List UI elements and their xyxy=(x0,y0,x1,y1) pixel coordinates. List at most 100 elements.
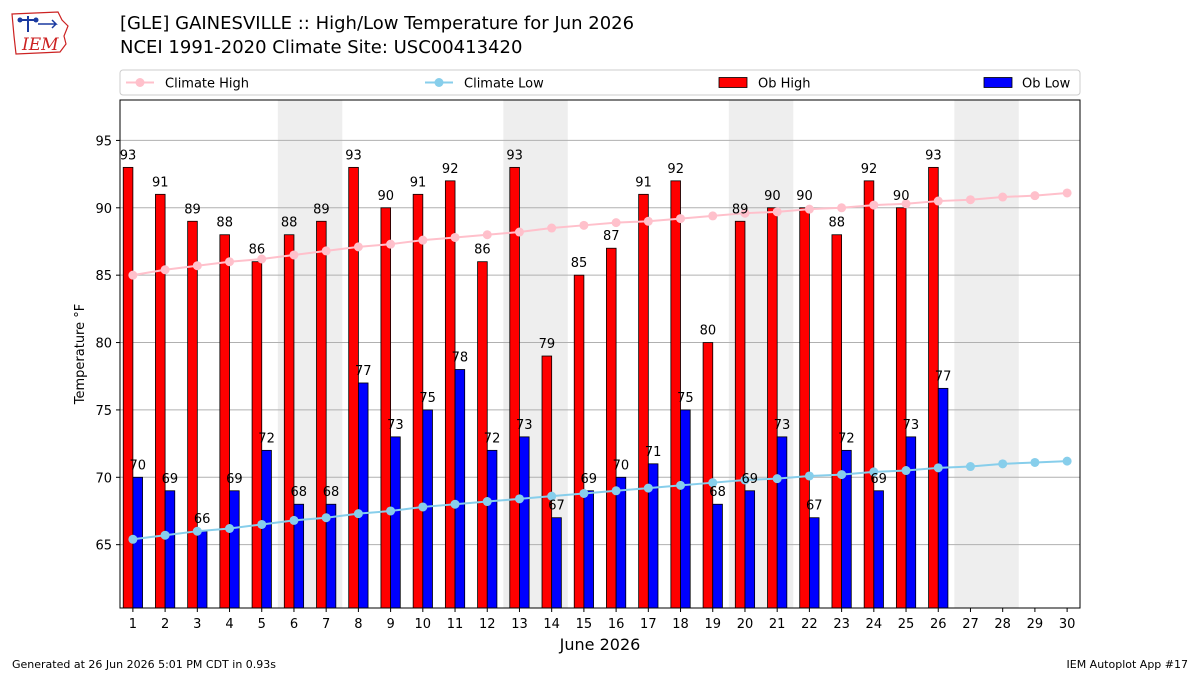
ob-low-label: 69 xyxy=(870,472,887,487)
climate-low-point xyxy=(869,467,879,477)
ob-high-label: 89 xyxy=(313,202,330,217)
climate-low-line xyxy=(132,460,1068,541)
ob-high-label: 91 xyxy=(410,175,427,190)
ob-high-label: 92 xyxy=(861,162,878,177)
legend-climate-low-marker xyxy=(434,78,444,87)
ob-high-bar xyxy=(638,193,649,609)
ob-high-bar xyxy=(541,355,553,609)
ob-low-bar xyxy=(776,436,788,609)
x-tick-label: 7 xyxy=(322,617,330,632)
ob-high-label: 93 xyxy=(925,148,942,163)
generated-timestamp: Generated at 26 Jun 2026 5:01 PM CDT in … xyxy=(12,658,277,671)
ob-high-label: 86 xyxy=(474,243,491,258)
climate-low-point xyxy=(772,474,782,484)
ob-low-label: 67 xyxy=(548,499,565,514)
x-tick-label: 2 xyxy=(161,617,169,632)
ob-low-bar xyxy=(905,436,917,609)
ob-low-label: 69 xyxy=(742,472,759,487)
climate-low-point xyxy=(965,462,975,472)
plot-frame xyxy=(119,99,1081,609)
y-tick-label: 70 xyxy=(95,471,112,486)
climate-high-point xyxy=(1062,188,1072,198)
ob-low-label: 70 xyxy=(129,458,146,473)
weekend-shade xyxy=(954,100,1019,608)
iowa-outline xyxy=(11,11,69,55)
x-tick-label: 15 xyxy=(576,617,593,632)
climate-low-point xyxy=(289,515,299,525)
climate-high-point xyxy=(708,211,718,221)
climate-high-point xyxy=(450,232,460,242)
ob-high-label: 85 xyxy=(571,256,588,271)
ob-low-bar xyxy=(519,436,530,609)
legend-ob-low-swatch xyxy=(983,77,1013,88)
ob-high-label: 80 xyxy=(700,324,717,339)
ob-high-bar xyxy=(831,234,843,609)
climate-high-point xyxy=(257,254,267,264)
x-tick-label: 19 xyxy=(704,617,721,632)
climate-low-point xyxy=(837,470,847,480)
climate-low-point xyxy=(1030,457,1040,467)
climate-high-point xyxy=(482,230,492,240)
ob-high-bar xyxy=(348,166,359,609)
ob-high-bar xyxy=(380,207,392,609)
x-tick-label: 18 xyxy=(672,617,689,632)
climate-high-point xyxy=(321,246,331,256)
climate-low-point xyxy=(1062,456,1072,466)
climate-low-point xyxy=(418,502,428,512)
legend-ob-high-swatch xyxy=(718,77,748,88)
ob-low-label: 67 xyxy=(806,499,823,514)
x-tick-label: 6 xyxy=(290,617,298,632)
climate-high-point xyxy=(611,218,621,228)
ob-low-bar xyxy=(615,476,627,609)
ob-high-bar xyxy=(155,193,166,609)
climate-high-point xyxy=(772,207,782,217)
climate-high-point xyxy=(128,270,138,280)
climate-low-point xyxy=(257,519,267,529)
ob-low-label: 71 xyxy=(645,445,662,460)
ob-high-label: 87 xyxy=(603,229,620,244)
x-tick-label: 17 xyxy=(640,617,657,632)
climate-low-point xyxy=(740,475,750,485)
climate-high-point xyxy=(965,195,975,205)
x-tick-label: 25 xyxy=(898,617,915,632)
climate-high-point xyxy=(643,216,653,226)
climate-low-point xyxy=(547,491,557,501)
ob-high-bar xyxy=(187,220,198,609)
ob-low-label: 73 xyxy=(516,418,533,433)
ob-low-label: 72 xyxy=(838,431,855,446)
x-tick-label: 1 xyxy=(129,617,137,632)
ob-low-label: 78 xyxy=(452,350,469,365)
legend-climate-high-label: Climate High xyxy=(165,77,249,92)
ob-low-bar xyxy=(229,490,240,609)
ob-low-bar xyxy=(454,369,466,609)
chart-title: [GLE] GAINESVILLE :: High/Low Temperatur… xyxy=(120,13,635,34)
legend-climate-high-marker xyxy=(135,78,145,87)
ob-low-bar xyxy=(712,503,723,609)
ob-high-label: 93 xyxy=(120,148,137,163)
climate-low-point xyxy=(514,494,524,504)
x-tick-label: 14 xyxy=(543,617,560,632)
ob-low-label: 68 xyxy=(323,485,340,500)
ob-high-bar xyxy=(219,234,230,609)
climate-high-point xyxy=(289,250,299,260)
ob-high-label: 90 xyxy=(796,189,813,204)
ob-high-bar xyxy=(573,274,585,609)
climate-high-point xyxy=(514,227,524,237)
climate-high-point xyxy=(901,199,911,209)
climate-low-point xyxy=(192,526,202,536)
x-tick-label: 24 xyxy=(866,617,883,632)
ob-high-label: 92 xyxy=(667,162,684,177)
climate-high-point xyxy=(160,265,170,275)
x-tick-label: 27 xyxy=(962,617,979,632)
ob-high-label: 90 xyxy=(893,189,910,204)
ob-high-bar xyxy=(702,342,714,609)
ob-low-label: 75 xyxy=(419,391,436,406)
climate-low-point xyxy=(450,499,460,509)
climate-high-point xyxy=(933,196,943,206)
ob-high-label: 92 xyxy=(442,162,459,177)
ob-high-label: 89 xyxy=(184,202,201,217)
ob-low-label: 73 xyxy=(903,418,920,433)
ob-high-bar xyxy=(606,247,617,609)
chart-subtitle: NCEI 1991-2020 Climate Site: USC00413420 xyxy=(120,37,523,58)
ob-high-bar xyxy=(316,220,327,609)
